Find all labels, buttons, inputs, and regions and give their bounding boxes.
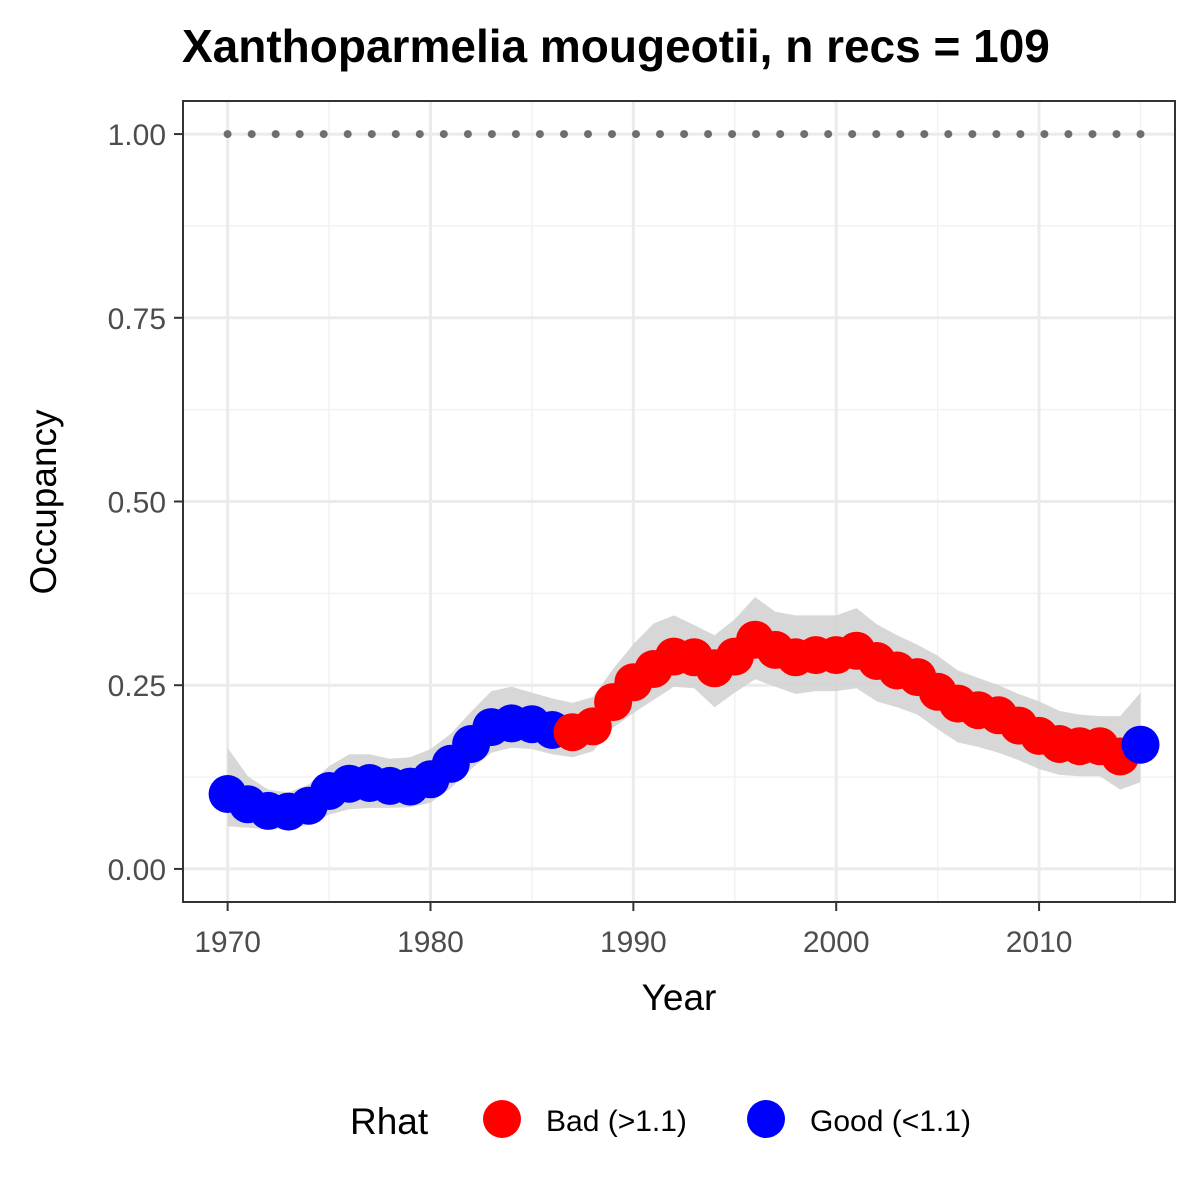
reference-line-dot — [728, 130, 737, 139]
reference-line-dot — [872, 130, 881, 139]
reference-line-dot — [776, 130, 785, 139]
reference-line-dot — [680, 130, 689, 139]
reference-line-dot — [487, 130, 496, 139]
legend-key-good — [747, 1100, 785, 1138]
y-axis: 0.00 0.25 0.50 0.75 1.00 — [108, 119, 183, 887]
legend-key-bad — [483, 1100, 521, 1138]
reference-line-layer — [223, 130, 1145, 139]
x-tick-label: 2010 — [1006, 926, 1073, 959]
reference-line-dot — [391, 130, 400, 139]
reference-line-dot — [584, 130, 592, 139]
x-axis: 1970 1980 1990 2000 2010 — [194, 902, 1072, 959]
legend-label-good: Good (<1.1) — [810, 1105, 971, 1138]
reference-line-dot — [463, 130, 472, 139]
reference-line-dot — [704, 130, 713, 139]
reference-line-dot — [319, 130, 328, 139]
reference-line-dot — [535, 130, 544, 139]
reference-line-dot — [848, 130, 857, 139]
reference-line-dot — [511, 130, 520, 139]
reference-line-dot — [608, 130, 616, 139]
y-tick-label: 0.75 — [108, 303, 166, 336]
y-tick-label: 0.00 — [108, 854, 166, 887]
reference-line-dot — [295, 130, 304, 139]
reference-line-dot — [223, 130, 232, 139]
y-axis-title: Occupancy — [23, 409, 64, 595]
reference-line-dot — [968, 130, 977, 139]
x-tick-label: 1970 — [194, 926, 261, 959]
reference-line-dot — [415, 130, 424, 139]
x-tick-label: 1980 — [397, 926, 464, 959]
reference-line-dot — [632, 130, 640, 139]
reference-line-dot — [896, 130, 905, 139]
data-points-layer — [208, 620, 1160, 831]
reference-line-dot — [800, 130, 809, 139]
reference-line-dot — [1064, 130, 1073, 139]
reference-line-dot — [439, 130, 448, 139]
reference-line-dot — [247, 130, 256, 139]
reference-line-dot — [343, 130, 352, 139]
x-tick-label: 1990 — [600, 926, 667, 959]
reference-line-dot — [824, 130, 833, 139]
legend-label-bad: Bad (>1.1) — [546, 1105, 687, 1138]
reference-line-dot — [656, 130, 664, 139]
reference-line-dot — [1016, 130, 1025, 139]
reference-line-dot — [367, 130, 376, 139]
reference-line-dot — [920, 130, 929, 139]
reference-line-dot — [752, 130, 761, 139]
reference-line-dot — [1112, 130, 1121, 139]
y-tick-label: 0.25 — [108, 670, 166, 703]
reference-line-dot — [1136, 130, 1145, 139]
reference-line-dot — [271, 130, 280, 139]
chart-title: Xanthoparmelia mougeotii, n recs = 109 — [182, 20, 1050, 72]
legend-title: Rhat — [350, 1101, 429, 1142]
reference-line-dot — [992, 130, 1001, 139]
y-tick-label: 0.50 — [108, 487, 166, 520]
reference-line-dot — [944, 130, 953, 139]
x-axis-title: Year — [642, 977, 717, 1018]
y-tick-label: 1.00 — [108, 119, 166, 152]
reference-line-dot — [560, 130, 568, 139]
data-point-2015 — [1121, 725, 1160, 764]
legend: Rhat Bad (>1.1) Good (<1.1) — [350, 1100, 971, 1142]
x-tick-label: 2000 — [803, 926, 870, 959]
reference-line-dot — [1088, 130, 1097, 139]
reference-line-dot — [1040, 130, 1049, 139]
